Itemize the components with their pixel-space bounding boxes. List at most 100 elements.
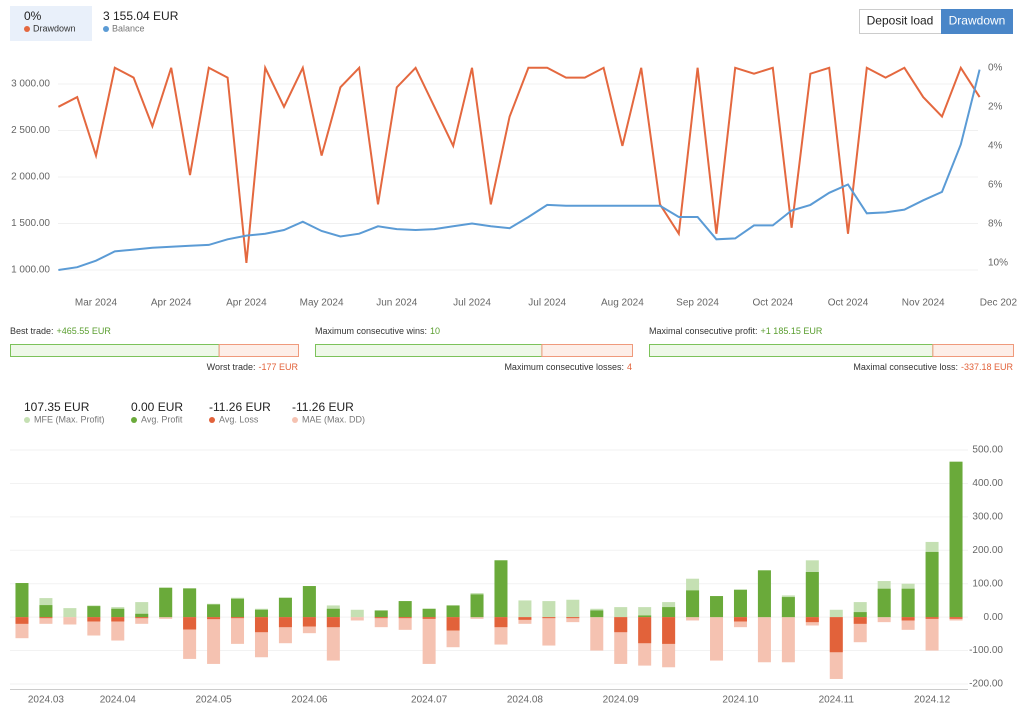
x-tick-label: Sep 2024 [676, 298, 719, 309]
bar [566, 599, 580, 618]
stat-label: Maximal consecutive profit: [649, 326, 758, 336]
bar [446, 617, 460, 631]
drawdown-button[interactable] [941, 9, 1013, 34]
bar [566, 617, 580, 623]
x-tick-label: May 2024 [300, 298, 344, 309]
bar [39, 605, 53, 618]
bar [662, 607, 676, 618]
bar [15, 617, 29, 624]
bar [422, 617, 436, 619]
legend-value: 0.00 EUR [131, 400, 183, 414]
bar [829, 609, 843, 618]
bar [111, 617, 125, 622]
x-tick-label: Aug 2024 [601, 298, 644, 309]
bar [207, 604, 221, 618]
bar [518, 600, 532, 618]
deposit-load-button-label[interactable]: Deposit load [867, 14, 934, 28]
header-active-box [10, 6, 92, 41]
stat-label: Maximum consecutive wins: [315, 326, 427, 336]
bar [278, 617, 292, 628]
bar [638, 607, 652, 618]
bar [374, 610, 388, 618]
stat-value: +465.55 EUR [57, 326, 112, 336]
x-tick-label: 2024.07 [411, 695, 448, 706]
bar [135, 617, 149, 624]
bar [805, 572, 819, 618]
drawdown-button-label[interactable]: Drawdown [949, 14, 1006, 28]
bar [207, 617, 221, 620]
bar [925, 617, 939, 651]
bar [183, 617, 197, 630]
drawdown-value: 0% [24, 9, 42, 23]
stat-label: Maximum consecutive losses: [504, 362, 624, 372]
stat-text: Maximal consecutive profit: +1 185.15 EUR [649, 326, 823, 336]
bar [566, 617, 580, 619]
y-tick-label: 3 000.00 [11, 79, 50, 90]
bar [733, 589, 747, 618]
y-tick-label: 500.00 [972, 445, 1003, 456]
stat-value: +1 185.15 EUR [761, 326, 823, 336]
legend-value: 107.35 EUR [24, 400, 90, 414]
bar [518, 617, 532, 624]
stat-label: Maximal consecutive loss: [853, 362, 958, 372]
bar [135, 602, 149, 618]
bar [302, 617, 316, 627]
y-tick-label: 1 500.00 [11, 218, 50, 229]
x-tick-label: 2024.08 [507, 695, 544, 706]
bar [254, 617, 268, 633]
bar [231, 617, 245, 619]
y-tick-label: 2 500.00 [11, 125, 50, 136]
bar [63, 608, 77, 618]
stat-text: Best trade: +465.55 EUR [10, 326, 111, 336]
bar [925, 617, 939, 619]
bar [111, 608, 125, 618]
bar [135, 617, 149, 619]
bar [542, 601, 556, 618]
legend-value: -11.26 EUR [292, 400, 354, 414]
y-tick-label: 2 000.00 [11, 172, 50, 183]
legend-label: Avg. Loss [219, 414, 259, 424]
bar [733, 617, 747, 622]
x-tick-label: 2024.12 [914, 695, 951, 706]
y2-tick-label: 6% [988, 180, 1003, 191]
balance-label: Balance [112, 23, 145, 33]
bar [494, 617, 508, 628]
stat-bar-negative [932, 344, 1015, 357]
y2-tick-label: 2% [988, 101, 1003, 112]
deposit-load-button[interactable] [859, 9, 942, 34]
bar [877, 588, 891, 618]
bar [805, 617, 819, 623]
y2-tick-label: 8% [988, 219, 1003, 230]
stat-value: 4 [627, 362, 632, 372]
bar [710, 596, 724, 618]
x-tick-label: Oct 2024 [753, 298, 794, 309]
x-tick-label: 2024.11 [819, 695, 855, 706]
x-tick-label: 2024.03 [28, 695, 65, 706]
x-tick-label: 2024.05 [195, 695, 232, 706]
x-tick-label: Nov 2024 [902, 298, 945, 309]
x-tick-label: Apr 2024 [151, 298, 192, 309]
bar [374, 617, 388, 628]
bar [781, 617, 795, 663]
bar [231, 598, 245, 618]
bar [326, 617, 340, 628]
y-tick-label: 100.00 [972, 578, 1003, 589]
bar [254, 609, 268, 618]
x-tick-label: Jul 2024 [453, 298, 491, 309]
bar [518, 617, 532, 620]
bar [87, 606, 101, 618]
bar [781, 597, 795, 618]
bar [374, 617, 388, 619]
bar [422, 617, 436, 664]
bar [15, 583, 29, 618]
bar [207, 617, 221, 664]
legend-dot [292, 417, 298, 423]
x-tick-label: 2024.10 [722, 695, 759, 706]
stat-value: 10 [430, 326, 440, 336]
bar [39, 617, 53, 624]
balance-dot [103, 26, 109, 32]
bar [686, 590, 700, 618]
legend-label: MFE (Max. Profit) [34, 414, 105, 424]
bar [925, 551, 939, 618]
bar [877, 617, 891, 623]
